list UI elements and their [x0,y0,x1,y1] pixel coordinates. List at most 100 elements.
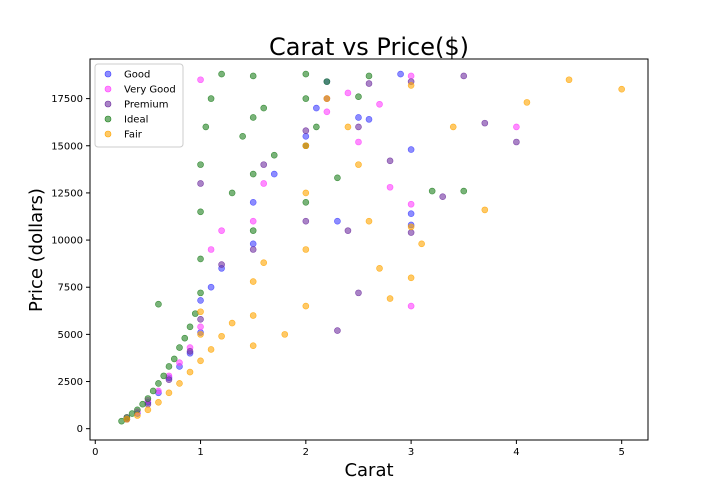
data-point [134,406,141,414]
data-point [197,208,204,216]
data-point [260,180,268,187]
data-point [249,114,257,121]
legend-label: Very Good [124,85,176,96]
data-point [344,123,352,131]
data-point [207,246,215,253]
data-point [302,133,310,140]
data-point [513,138,520,146]
data-point [186,348,194,355]
data-point [355,161,362,168]
data-point [218,70,225,78]
data-point [144,406,152,414]
data-point [176,344,183,351]
data-point [355,114,362,121]
data-point [302,246,310,253]
data-point [197,357,204,365]
data-point [386,295,394,302]
data-point [355,93,362,101]
data-point [313,123,320,131]
data-point [302,302,310,310]
x-tick-label: 4 [513,447,519,458]
data-point [376,100,383,108]
data-point [334,327,341,334]
legend-marker [104,70,112,78]
x-tick-label: 3 [408,447,414,458]
data-point [334,217,341,225]
data-point [386,157,394,165]
data-point [260,259,268,267]
legend: Good Very Good Premium Ideal Fair [94,63,184,148]
data-point [460,187,468,195]
data-point [249,217,257,225]
data-point [376,265,383,272]
data-point [134,412,141,419]
data-point [165,376,173,383]
series-fair [123,76,625,423]
data-point [523,99,531,106]
data-point [186,368,194,376]
data-point [176,380,183,387]
data-point [334,174,341,182]
y-tick-label: 12500 [51,188,83,199]
data-point [302,95,310,102]
data-point [218,332,225,340]
y-tick-label: 15000 [51,141,83,152]
data-point [160,372,167,380]
legend-box [94,63,184,148]
data-point [197,323,204,331]
data-point [260,104,268,112]
series-ideal [118,70,468,425]
data-point [365,116,373,123]
data-point [249,312,257,319]
data-point [218,227,225,234]
data-point [270,151,278,159]
data-point [407,229,415,236]
data-point [618,85,625,93]
legend-label: Premium [124,100,169,111]
data-point [249,227,257,234]
data-point [407,210,415,217]
data-point [481,206,489,214]
data-point [323,95,331,102]
data-point [428,187,436,195]
data-point [197,289,204,297]
data-point [355,123,362,131]
data-point [344,227,352,234]
data-point [365,72,373,80]
legend-marker [104,85,112,93]
legend-marker [104,100,112,108]
y-tick-label: 5000 [58,330,83,341]
data-point [197,331,204,338]
data-point [170,355,178,363]
data-point [207,95,215,102]
data-point [302,70,310,78]
data-point [481,119,489,127]
data-point [197,180,204,187]
y-axis-label: Price (dollars) [26,188,47,312]
data-point [355,289,362,297]
data-point [407,146,415,153]
data-point [249,278,257,285]
data-point [249,199,257,206]
data-point [144,395,152,402]
data-point [228,189,236,197]
y-axis: 0 2500 5000 7500 10000 12500 15000 17500 [51,94,90,435]
data-point [155,380,162,387]
data-point [197,315,204,323]
data-point [139,400,146,408]
plot-frame [89,58,649,441]
data-point [207,283,215,291]
data-point [323,78,331,85]
data-point [155,300,162,308]
data-point [302,189,310,197]
data-point [270,170,278,178]
data-point [302,199,310,206]
data-point [249,170,257,178]
y-tick-label: 2500 [58,377,83,388]
data-point [249,240,257,248]
data-point [344,89,352,97]
data-point [197,297,204,304]
data-point [407,223,415,231]
legend-label: Good [124,70,150,81]
